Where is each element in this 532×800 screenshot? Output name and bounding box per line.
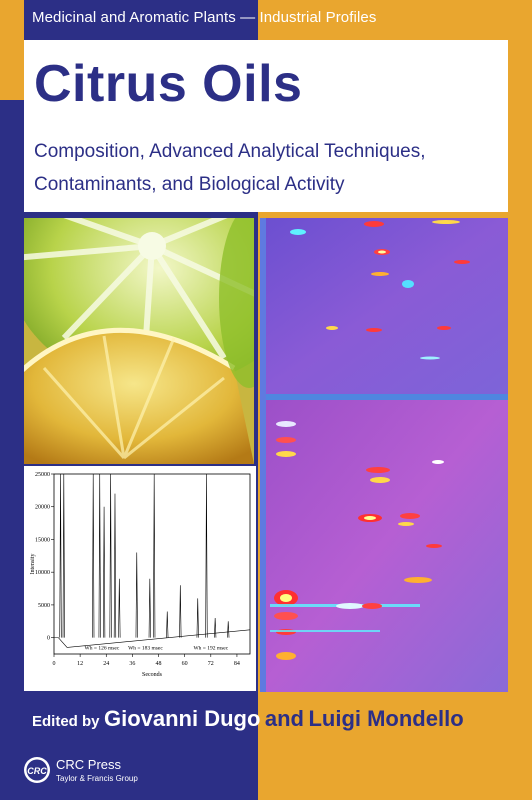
x-axis-label: Seconds [142, 672, 163, 678]
edited-by-label: Edited by [32, 713, 100, 730]
chromatogram-peak [109, 473, 112, 638]
chromatogram-chart: 0 12 24 36 48 60 72 84 0 5000 10000 15000 20000 25000… [24, 466, 256, 691]
chromatogram-peak [196, 598, 199, 638]
book-subtitle-line1: Composition, Advanced Analytical Techniq… [34, 141, 426, 162]
peak-width-annotation: Wh = 192 msec [193, 645, 228, 651]
y-tick-label: 5000 [38, 603, 50, 609]
x-tick-label: 72 [208, 661, 214, 667]
background-strip-navy [0, 100, 24, 800]
gcxgc-contour-art [260, 218, 508, 692]
x-tick-label: 60 [182, 661, 188, 667]
gcxgc-contour-plot [260, 218, 508, 692]
peak-width-annotation: Wh = 183 msec [128, 645, 163, 651]
x-tick-label: 36 [129, 661, 135, 667]
publisher-group: Taylor & Francis Group [56, 774, 138, 783]
y-axis-label: Intensity [30, 554, 36, 575]
chromatogram-peak [214, 617, 217, 638]
citrus-photo-art [24, 218, 254, 464]
chromatogram-svg: 0 12 24 36 48 60 72 84 0 5000 10000 15000 20000 25000… [30, 472, 251, 678]
editor-2: Luigi Mondello [308, 706, 464, 731]
chromatogram-peak [62, 473, 65, 638]
title-band [24, 40, 508, 212]
chromatogram-peak [148, 578, 151, 638]
editor-1: Giovanni Dugo [103, 706, 261, 731]
y-tick-label: 15000 [35, 537, 50, 543]
x-tick-label: 0 [53, 661, 56, 667]
x-tick-label: 48 [156, 661, 162, 667]
series-title: Medicinal and Aromatic Plants — Industri… [32, 9, 377, 26]
editor-conjunction: and [264, 706, 304, 731]
y-tick-label: 25000 [35, 472, 50, 478]
peak-width-annotation: Wh = 126 msec [85, 645, 120, 651]
chromatogram-peak [135, 552, 138, 638]
chromatogram-peak [59, 473, 62, 638]
chromatogram-peak [153, 473, 156, 638]
crc-logo-text: CRC [27, 766, 47, 776]
x-tick-label: 24 [103, 661, 109, 667]
y-tick-label: 10000 [35, 570, 50, 576]
publisher-name: CRC Press [56, 757, 122, 772]
book-subtitle-line2: Contaminants, and Biological Activity [34, 174, 345, 195]
chromatogram-peak [102, 506, 106, 638]
chromatogram-peak [92, 473, 95, 638]
x-tick-label: 12 [77, 661, 83, 667]
y-tick-label: 20000 [35, 505, 50, 511]
chromatogram-peak [205, 473, 208, 638]
crc-logo-icon: CRC [22, 755, 52, 790]
chromatogram-peak [98, 473, 101, 638]
chart-frame [53, 473, 251, 655]
x-tick-label: 84 [234, 661, 240, 667]
chromatogram-baseline [54, 629, 251, 648]
chromatogram-peak [166, 611, 169, 638]
chromatogram-peak [227, 621, 230, 638]
y-tick-label: 0 [47, 636, 50, 642]
book-title: Citrus Oils [34, 55, 303, 113]
chromatogram-peak [118, 578, 121, 638]
editors-line: Edited by Giovanni Dugo and Luigi Mondel… [32, 706, 464, 732]
chromatogram-peak [179, 585, 182, 638]
chromatogram-peak [113, 493, 117, 638]
citrus-photo [24, 218, 254, 464]
